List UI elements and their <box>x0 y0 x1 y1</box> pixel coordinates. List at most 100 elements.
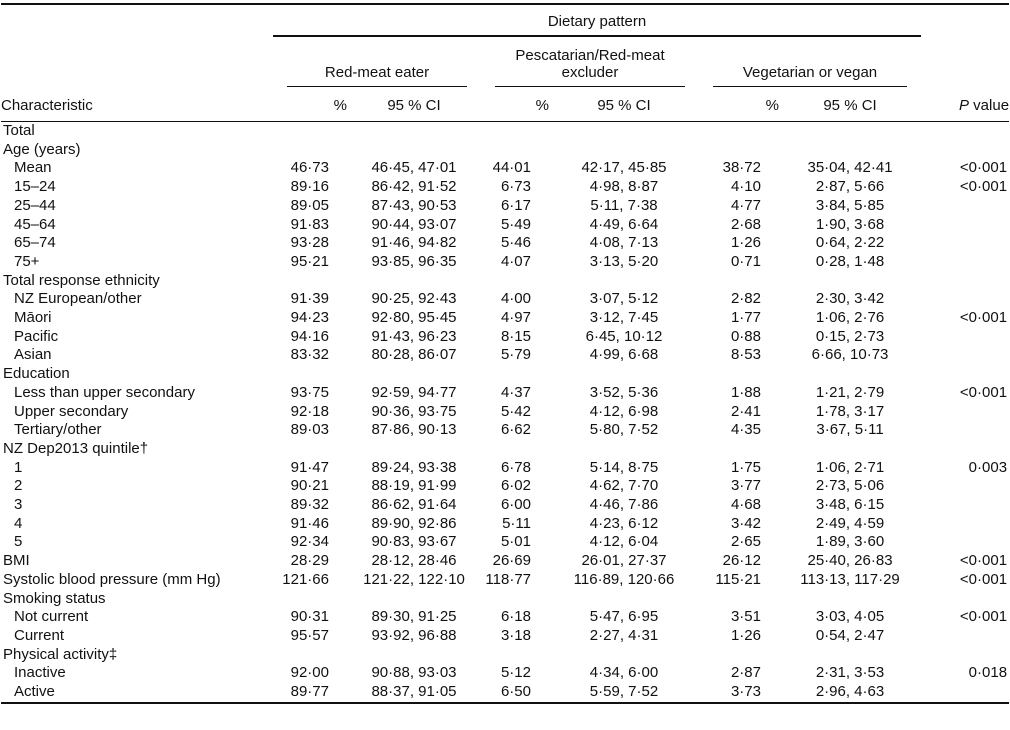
pescatarian-ci-cell: 4·12, 6·04 <box>589 533 659 551</box>
p-value-cell <box>921 346 1009 365</box>
pescatarian-pct-cell: 8·15 <box>500 327 531 345</box>
p-value-cell <box>921 234 1009 253</box>
pescatarian-pct-cell: 5·49 <box>500 215 531 233</box>
vegetarian-ci-cell: 1·89, 3·60 <box>815 533 885 551</box>
red-meat-pct-cell <box>273 141 347 160</box>
vegetarian-pct-cell: 115·21 <box>715 570 761 588</box>
table-row: 4 91·46 89·90, 92·86 5·11 4·23, 6·12 3·42 2·49… <box>1 515 1009 534</box>
table-row: BMI 28·29 28·12, 28·46 26·69 26·01, 27·37 26·… <box>1 552 1009 571</box>
characteristic-cell: 1 <box>14 458 23 476</box>
characteristic-header: Characteristic <box>1 87 273 122</box>
table-row: 3 89·32 86·62, 91·64 6·00 4·46, 7·86 4·68 3·48… <box>1 496 1009 515</box>
pescatarian-pct-cell: 6·62 <box>500 421 531 439</box>
vegetarian-pct-cell: 1·26 <box>730 234 761 252</box>
pescatarian-pct-cell: 5·42 <box>500 402 531 420</box>
characteristic-cell: Smoking status <box>3 589 106 607</box>
vegetarian-pct-cell <box>699 141 779 160</box>
vegetarian-pct-cell <box>699 365 779 384</box>
pescatarian-ci-cell: 5·47, 6·95 <box>589 608 659 626</box>
pescatarian-ci-cell: 3·07, 5·12 <box>589 290 659 308</box>
red-meat-ci-cell <box>347 440 481 459</box>
vegetarian-ci-cell <box>779 122 921 141</box>
red-meat-ci-cell <box>347 272 481 291</box>
pescatarian-ci-cell: 5·59, 7·52 <box>589 683 659 701</box>
vegetarian-ci-cell: 3·84, 5·85 <box>815 196 885 214</box>
table-row: 5 92·34 90·83, 93·67 5·01 4·12, 6·04 2·65 1·89… <box>1 533 1009 552</box>
table-row: 25–44 89·05 87·43, 90·53 6·17 5·11, 7·38 4·77… <box>1 197 1009 216</box>
characteristic-cell: Systolic blood pressure (mm Hg) <box>3 570 221 588</box>
p-value-cell: <0·001 <box>959 383 1008 401</box>
vegetarian-ci-cell <box>779 365 921 384</box>
pescatarian-pct-cell: 4·37 <box>500 383 531 401</box>
p-value-cell <box>921 515 1009 534</box>
vegetarian-ci-cell: 113·13, 117·29 <box>800 570 900 588</box>
pescatarian-ci-cell: 4·62, 7·70 <box>589 477 659 495</box>
table-row: Less than upper secondary 93·75 92·59, 94·… <box>1 384 1009 403</box>
vegetarian-pct-cell: 1·77 <box>730 309 761 327</box>
vegetarian-ci-cell <box>779 141 921 160</box>
pescatarian-pct-cell: 4·97 <box>500 309 531 327</box>
red-meat-ci-cell: 93·85, 96·35 <box>371 252 457 270</box>
red-meat-ci-cell: 89·90, 92·86 <box>371 514 457 532</box>
p-italic: P <box>959 97 970 114</box>
pescatarian-pct-cell <box>481 646 549 665</box>
characteristic-cell: Total <box>3 122 35 139</box>
red-meat-ci-cell: 90·25, 92·43 <box>371 290 457 308</box>
pescatarian-pct-cell: 118·77 <box>485 570 531 588</box>
p-value-cell <box>921 627 1009 646</box>
p-value-cell <box>921 421 1009 440</box>
table-body: Total Age (years) Mean 46·73 46·45, 47·01 44·… <box>1 122 1009 703</box>
red-meat-ci-cell: 92·80, 95·45 <box>371 309 457 327</box>
vegetarian-pct-cell: 2·41 <box>730 402 761 420</box>
vegetarian-pct-cell: 1·88 <box>730 383 761 401</box>
vegetarian-ci-cell: 0·64, 2·22 <box>815 234 885 252</box>
vegetarian-pct-cell: 4·68 <box>730 496 761 514</box>
vegetarian-ci-cell <box>779 590 921 609</box>
p-value-cell: 0·003 <box>968 458 1008 476</box>
characteristic-cell: Less than upper secondary <box>14 383 195 401</box>
red-meat-ci-cell: 90·44, 93·07 <box>371 215 457 233</box>
red-meat-ci-cell: 89·30, 91·25 <box>371 608 457 626</box>
pescatarian-pct-cell <box>481 365 549 384</box>
pescatarian-ci-cell: 3·12, 7·45 <box>589 309 659 327</box>
vegetarian-pct-cell: 4·35 <box>730 421 761 439</box>
red-meat-pct-cell <box>273 365 347 384</box>
table-row: 1 91·47 89·24, 93·38 6·78 5·14, 8·75 1·75 1·06… <box>1 459 1009 478</box>
table-row: Upper secondary 92·18 90·36, 93·75 5·42 4·12… <box>1 403 1009 422</box>
vegetarian-ci-cell: 1·78, 3·17 <box>815 402 885 420</box>
red-meat-pct-cell: 90·21 <box>290 477 329 495</box>
p-value-cell <box>921 496 1009 515</box>
vegetarian-pct-cell: 3·77 <box>730 477 761 495</box>
characteristic-cell: 2 <box>14 477 23 495</box>
pescatarian-pct-cell: 6·50 <box>500 683 531 701</box>
red-meat-ci-cell: 91·43, 96·23 <box>371 327 457 345</box>
red-meat-ci-cell <box>347 590 481 609</box>
characteristic-cell: 3 <box>14 496 23 514</box>
characteristic-cell: Pacific <box>14 327 59 345</box>
characteristic-cell: Tertiary/other <box>14 421 102 439</box>
red-meat-pct-cell: 90·31 <box>290 608 329 626</box>
group-label: Red-meat eater <box>324 64 430 81</box>
pescatarian-ci-cell: 4·12, 6·98 <box>589 402 659 420</box>
table-row: 45–64 91·83 90·44, 93·07 5·49 4·49, 6·64 2·68… <box>1 216 1009 235</box>
dietary-pattern-spanner: Dietary pattern <box>273 4 922 37</box>
dietary-pattern-table: Dietary pattern Red-meat eater Pescatari… <box>1 3 1010 704</box>
group-label: Pescatarian/Red-meat excluder <box>515 47 665 81</box>
red-meat-pct-cell: 92·18 <box>290 402 329 420</box>
vegetarian-pct-cell <box>699 272 779 291</box>
red-meat-pct-cell <box>273 272 347 291</box>
vegetarian-ci-cell <box>779 646 921 665</box>
vegetarian-ci-cell: 3·48, 6·15 <box>815 496 885 514</box>
pescatarian-pct-cell: 26·69 <box>492 552 531 570</box>
red-meat-pct-cell: 46·73 <box>290 159 329 177</box>
characteristic-cell: 4 <box>14 514 23 532</box>
table-row: Physical activity‡ <box>1 646 1009 665</box>
vegetarian-pct-cell: 3·73 <box>730 683 761 701</box>
p-value-cell <box>921 216 1009 235</box>
pescatarian-ci-cell: 3·52, 5·36 <box>589 383 659 401</box>
pescatarian-ci-cell: 116·89, 120·66 <box>573 570 675 588</box>
vegetarian-ci-cell: 1·06, 2·76 <box>815 309 885 327</box>
characteristic-cell: Mean <box>14 159 52 177</box>
red-meat-pct-cell: 89·03 <box>290 421 329 439</box>
